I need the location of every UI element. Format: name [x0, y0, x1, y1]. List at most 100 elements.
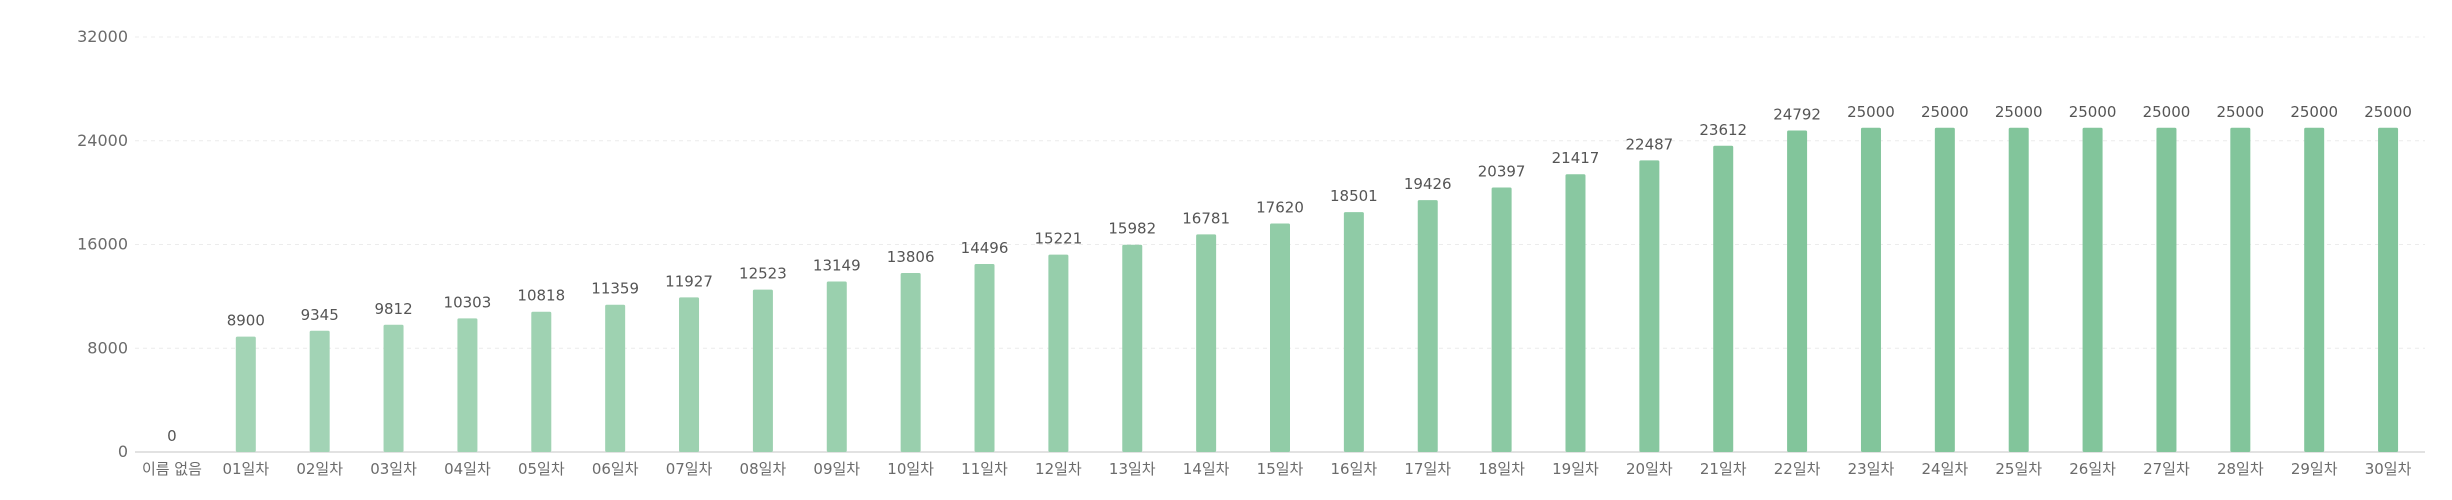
data-label: 9345 — [301, 306, 339, 324]
data-label: 17620 — [1256, 198, 1304, 216]
bar — [457, 318, 478, 452]
data-label: 8900 — [227, 312, 265, 330]
bar — [1196, 234, 1217, 452]
x-tick-label: 05일차 — [518, 460, 565, 478]
data-label: 19426 — [1404, 175, 1452, 193]
data-label: 25000 — [2069, 103, 2117, 121]
bar — [1787, 130, 1808, 452]
bar — [605, 304, 626, 452]
data-label: 20397 — [1478, 162, 1526, 180]
bar — [1270, 223, 1290, 452]
x-tick-label: 08일차 — [740, 460, 787, 478]
x-tick-label: 22일차 — [1774, 460, 1821, 478]
x-tick-label: 29일차 — [2291, 460, 2338, 478]
x-tick-label: 20일차 — [1626, 460, 1673, 478]
bar — [679, 297, 700, 452]
x-tick-label: 03일차 — [370, 460, 417, 478]
bar — [1934, 127, 1955, 452]
bar — [2378, 127, 2399, 452]
x-tick-label: 27일차 — [2143, 460, 2190, 478]
bar — [1639, 160, 1660, 453]
data-label: 15982 — [1108, 220, 1156, 238]
bars — [235, 127, 2399, 453]
bar — [1565, 174, 1586, 452]
bar — [900, 272, 921, 452]
x-tick-label: 16일차 — [1331, 460, 1378, 478]
data-label: 18501 — [1330, 187, 1378, 205]
bar — [2008, 127, 2029, 452]
x-tick-label: 이름 없음 — [142, 460, 202, 478]
bar — [752, 289, 773, 452]
x-tick-label: 12일차 — [1035, 460, 1082, 478]
bar — [1343, 212, 1364, 452]
x-tick-label: 18일차 — [1478, 460, 1525, 478]
data-label: 11359 — [591, 280, 639, 298]
x-tick-label: 09일차 — [813, 460, 860, 478]
x-tick-label: 01일차 — [222, 460, 269, 478]
bar — [1860, 127, 1881, 452]
x-tick-label: 25일차 — [1995, 460, 2042, 478]
bar — [974, 264, 995, 452]
bar — [2082, 127, 2103, 452]
y-tick-label: 24000 — [77, 131, 128, 150]
x-tick-label: 02일차 — [296, 460, 343, 478]
y-tick-label: 0 — [118, 442, 128, 461]
x-tick-label: 21일차 — [1700, 460, 1747, 478]
bar — [826, 281, 847, 452]
data-label: 22487 — [1625, 135, 1673, 153]
data-label: 14496 — [961, 239, 1009, 257]
data-label: 25000 — [2216, 103, 2264, 121]
bar — [1122, 244, 1143, 452]
x-tick-label: 26일차 — [2069, 460, 2116, 478]
y-tick-label: 8000 — [87, 338, 128, 357]
x-axis-ticks: 이름 없음 01일차 02일차 03일차 04일차 05일차 06일차 07일차 08일차 09일… — [142, 460, 2412, 478]
y-axis-ticks: 0 8000 16000 24000 32000 — [77, 27, 128, 461]
bar — [531, 311, 552, 452]
data-label: 21417 — [1552, 149, 1600, 167]
data-label: 12523 — [739, 265, 787, 283]
bar — [2230, 127, 2251, 452]
x-tick-label: 15일차 — [1257, 460, 1304, 478]
x-tick-label: 13일차 — [1109, 460, 1156, 478]
data-label: 10303 — [444, 293, 492, 311]
data-label: 13149 — [813, 256, 861, 274]
x-tick-label: 24일차 — [1921, 460, 1968, 478]
x-tick-label: 14일차 — [1183, 460, 1230, 478]
x-tick-label: 28일차 — [2217, 460, 2264, 478]
x-tick-label: 04일차 — [444, 460, 491, 478]
x-tick-label: 19일차 — [1552, 460, 1599, 478]
x-tick-label: 30일차 — [2365, 460, 2412, 478]
y-tick-label: 32000 — [77, 27, 128, 46]
data-label: 25000 — [1921, 103, 1969, 121]
bar — [1491, 187, 1512, 452]
bar — [1713, 145, 1734, 453]
bar — [235, 336, 256, 452]
data-label: 23612 — [1699, 121, 1747, 139]
data-label: 25000 — [1995, 103, 2043, 121]
data-label: 9812 — [374, 300, 412, 318]
data-label: 25000 — [2290, 103, 2338, 121]
bar — [309, 330, 330, 452]
x-tick-label: 06일차 — [592, 460, 639, 478]
data-label: 25000 — [2364, 103, 2412, 121]
data-label: 13806 — [887, 248, 935, 266]
y-tick-label: 16000 — [77, 235, 128, 254]
data-label: 10818 — [517, 287, 565, 305]
data-label: 11927 — [665, 272, 713, 290]
bar — [1048, 254, 1069, 452]
x-tick-label: 10일차 — [887, 460, 934, 478]
data-labels: 0 8900 9345 9812 10303 10818 11359 11927 12523 13… — [167, 103, 2412, 445]
bar — [2304, 127, 2325, 452]
x-tick-label: 17일차 — [1404, 460, 1451, 478]
x-tick-label: 11일차 — [961, 460, 1008, 478]
x-tick-label: 23일차 — [1848, 460, 1895, 478]
data-label: 0 — [167, 427, 177, 445]
data-label: 16781 — [1182, 209, 1230, 227]
x-tick-label: 07일차 — [666, 460, 713, 478]
data-label: 24792 — [1773, 105, 1821, 123]
data-label: 25000 — [2143, 103, 2191, 121]
bar — [383, 324, 404, 452]
data-label: 15221 — [1035, 230, 1083, 248]
bar — [2156, 127, 2177, 452]
